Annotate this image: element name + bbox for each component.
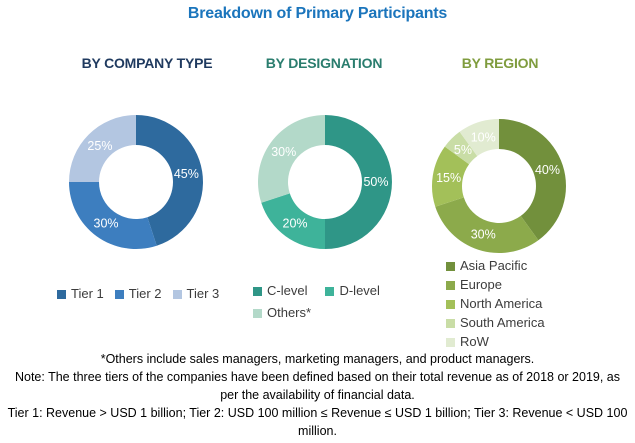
slice-south-america: [444, 131, 478, 165]
slice-value-north-america: 15%: [436, 171, 461, 185]
legend-item-tier-2: Tier 2: [114, 286, 162, 301]
legend-designation: C-level D-level Others*: [253, 284, 423, 320]
slice-tier-1: [136, 115, 203, 246]
slice-value-tier-1: 45%: [174, 167, 199, 181]
slice-value-d-level: 20%: [283, 216, 308, 230]
donut-region: 40% 30% 15% 5%10%: [432, 119, 566, 253]
legend-label-row: RoW: [460, 334, 489, 349]
legend-label-asia-pacific: Asia Pacific: [460, 258, 528, 273]
donut-company-type: 45% 30% 25%: [69, 115, 203, 249]
legend-label-south-america: South America: [460, 315, 545, 330]
slice-europe: [435, 197, 539, 253]
slice-value-others: 30%: [271, 145, 296, 159]
legend-item-others: Others*: [253, 306, 311, 320]
legend-swatch-d-level: [325, 286, 335, 296]
legend-label-tier-1: Tier 1: [71, 286, 104, 301]
legend-swatch-tier-1: [57, 289, 66, 299]
chart-title-designation: BY DESIGNATION: [265, 55, 383, 71]
legend-swatch-c-level: [253, 286, 262, 296]
legend-swatch-asia-pacific: [446, 261, 455, 271]
slice-value-europe: 30%: [471, 228, 496, 242]
chart-title-region: BY REGION: [461, 55, 539, 71]
chart-title-company-type: BY COMPANY TYPE: [81, 55, 213, 71]
slice-others: [258, 115, 325, 203]
figure-title: Breakdown of Primary Participants: [187, 5, 448, 22]
footnote-tiers: Tier 1: Revenue > USD 1 billion; Tier 2:…: [7, 406, 628, 438]
legend-label-d-level: D-level: [339, 283, 380, 298]
slice-asia-pacific: [499, 119, 566, 241]
slice-row: [459, 119, 499, 157]
slice-value-row: 10%: [471, 131, 496, 145]
legend-item-d-level: D-level: [325, 283, 380, 298]
legend-swatch-south-america: [446, 318, 455, 328]
legend-label-c-level: C-level: [267, 283, 308, 298]
donut-designation: 50% 20% 30%: [258, 115, 392, 249]
slice-value-south-america: 5%: [454, 143, 472, 157]
footnote-others: *Others include sales managers, marketin…: [100, 352, 535, 366]
legend-swatch-others: [253, 308, 262, 318]
slice-north-america: [432, 146, 470, 207]
legend-region: Asia Pacific Europe North America South Ame…: [446, 259, 545, 349]
legend-swatch-north-america: [446, 299, 455, 309]
legend-swatch-tier-2: [114, 289, 124, 299]
legend-swatch-tier-3: [172, 289, 182, 299]
footnote-note: Note: The three tiers of the companies h…: [14, 370, 621, 402]
legend-company-type: Tier 1 Tier 2 Tier 3: [57, 287, 219, 301]
slice-tier-3: [69, 115, 136, 182]
slice-d-level: [261, 193, 325, 249]
legend-label-europe: Europe: [460, 277, 502, 292]
slice-tier-2: [69, 182, 157, 249]
legend-swatch-europe: [446, 280, 455, 290]
legend-label-others: Others*: [267, 305, 312, 320]
legend-item-row: RoW: [446, 335, 489, 349]
legend-label-tier-3: Tier 3: [186, 286, 220, 301]
legend-item-c-level: C-level: [253, 284, 307, 298]
slice-value-tier-2: 30%: [94, 216, 119, 230]
footnotes: *Others include sales managers, marketin…: [0, 350, 635, 440]
legend-item-europe: Europe: [446, 278, 502, 292]
slice-value-tier-3: 25%: [87, 139, 112, 153]
slice-value-asia-pacific: 40%: [535, 163, 560, 177]
slice-c-level: [325, 115, 392, 249]
legend-item-tier-1: Tier 1: [57, 287, 104, 301]
legend-item-north-america: North America: [446, 297, 542, 311]
slice-value-c-level: 50%: [363, 175, 388, 189]
legend-swatch-row: [446, 337, 455, 347]
legend-item-tier-3: Tier 3: [172, 286, 220, 301]
legend-label-north-america: North America: [460, 296, 543, 311]
legend-label-tier-2: Tier 2: [128, 286, 162, 301]
legend-item-asia-pacific: Asia Pacific: [446, 259, 527, 273]
legend-item-south-america: South America: [446, 316, 545, 330]
